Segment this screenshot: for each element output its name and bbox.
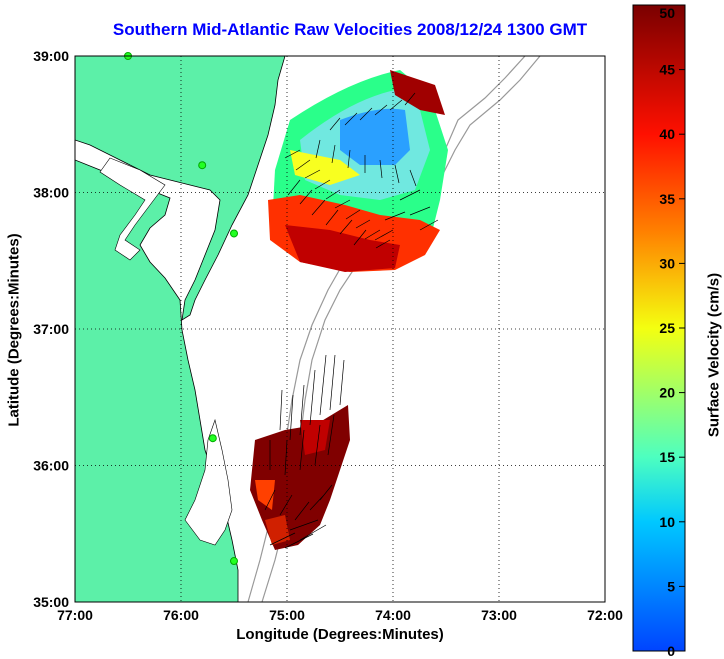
colorbar-tick-label: 40: [659, 126, 675, 142]
colorbar-label: Surface Velocity (cm/s): [705, 272, 723, 438]
colorbar-tick-label: 20: [659, 385, 675, 401]
x-axis-label: Longitude (Degrees:Minutes): [236, 626, 444, 643]
y-tick-label: 35:00: [33, 594, 69, 610]
colorbar-tick-label: 5: [667, 578, 675, 594]
velocity-field-south: [250, 354, 350, 550]
colorbar-tick-label: 15: [659, 449, 675, 465]
station-markers: [124, 52, 238, 566]
colorbar: [632, 4, 686, 652]
colorbar-ticks: 0 5 10 15 20 25 30 35 40 45 50: [659, 4, 685, 659]
y-tick-label: 39:00: [33, 48, 69, 64]
velocity-field-north: [268, 70, 448, 272]
colorbar-tick-label: 25: [659, 320, 675, 336]
grid-lines: [75, 56, 605, 602]
colorbar-tick-label: 50: [659, 5, 675, 21]
station-marker: [208, 434, 217, 443]
colorbar-tick-label: 35: [659, 191, 675, 207]
x-tick-label: 73:00: [481, 607, 517, 623]
station-marker: [198, 161, 207, 170]
colorbar-tick-label: 45: [659, 62, 675, 78]
colorbar-tick-label: 30: [659, 255, 675, 271]
sound-inlet: [184, 418, 233, 546]
x-tick-label: 74:00: [375, 607, 411, 623]
colorbar-tick-label: 0: [667, 643, 675, 659]
map-title: Southern Mid-Atlantic Raw Velocities 200…: [112, 20, 588, 39]
bay-channel: [99, 157, 166, 261]
y-tick-label: 37:00: [33, 321, 69, 337]
y-tick-label: 38:00: [33, 185, 69, 201]
x-tick-label: 77:00: [57, 607, 93, 623]
plot-frame: [74, 55, 606, 603]
y-ticks: 39:00 38:00 37:00 36:00 35:00: [33, 48, 69, 610]
land-virginia: [75, 159, 239, 602]
colorbar-tick-label: 10: [659, 514, 675, 530]
land-delmarva: [75, 56, 286, 321]
station-marker: [230, 557, 238, 566]
y-axis-label: Latitude (Degrees:Minutes): [5, 233, 23, 427]
station-marker: [230, 229, 238, 238]
x-tick-label: 72:00: [587, 607, 623, 623]
x-tick-label: 76:00: [163, 607, 199, 623]
y-tick-label: 36:00: [33, 458, 69, 474]
x-tick-label: 75:00: [269, 607, 305, 623]
map-layer: [75, 56, 541, 602]
x-ticks: 77:00 76:00 75:00 74:00 73:00 72:00: [57, 607, 623, 623]
